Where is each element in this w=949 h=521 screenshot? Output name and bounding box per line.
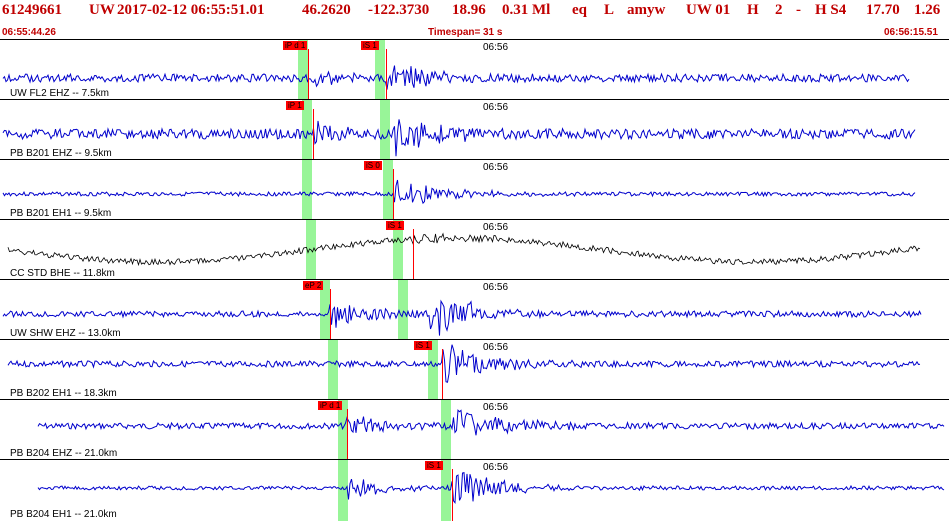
pick-flag-p[interactable]: iP 1: [286, 101, 304, 110]
waveform-panel-pb-b201-eh1[interactable]: iS 0 06:56 PB B201 EH1 -- 9.5km: [0, 159, 949, 220]
time-tick-label: 06:56: [483, 282, 509, 293]
time-tick-label: 06:56: [483, 402, 509, 413]
waveform-panel-pb-b201-ehz[interactable]: iP 1 06:56 PB B201 EHZ -- 9.5km: [0, 99, 949, 160]
seismogram-trace: [2, 299, 922, 336]
seismogram-trace: [7, 232, 921, 267]
event-value-1: 17.70: [866, 2, 900, 18]
waveform-panels: iP d 1 iS 1 06:56 UW FL2 EHZ -- 7.5km iP…: [0, 39, 949, 521]
station-label: PB B201 EHZ -- 9.5km: [10, 148, 112, 159]
station-label: UW FL2 EHZ -- 7.5km: [10, 88, 109, 99]
event-latitude: 46.2620: [302, 2, 351, 18]
s-window-band: [393, 220, 403, 280]
pick-marker-p[interactable]: [347, 409, 348, 460]
station-label: PB B204 EHZ -- 21.0km: [10, 448, 118, 459]
event-datetime: 2017-02-12 06:55:51.01: [117, 2, 265, 18]
event-id: 61249661: [2, 2, 62, 18]
waveform-panel-uw-fl2-ehz[interactable]: iP d 1 iS 1 06:56 UW FL2 EHZ -- 7.5km: [0, 39, 949, 100]
s-window-band: [375, 40, 385, 100]
s-window-band: [398, 280, 408, 340]
time-tick-label: 06:56: [483, 222, 509, 233]
timespan-value: 31 s: [483, 27, 503, 38]
seismogram-trace: [2, 65, 910, 90]
event-source: UW 01: [686, 2, 731, 18]
s-window-band: [383, 160, 393, 220]
pick-flag-s[interactable]: iS 1: [386, 221, 404, 230]
station-label: UW SHW EHZ -- 13.0km: [10, 328, 121, 339]
station-label: CC STD BHE -- 11.8km: [10, 268, 115, 279]
time-tick-label: 06:56: [483, 162, 509, 173]
pick-marker-s[interactable]: [442, 349, 443, 400]
time-tick-label: 06:56: [483, 342, 509, 353]
station-label: PB B201 EH1 -- 9.5km: [10, 208, 112, 219]
pick-flag-s[interactable]: iS 1: [414, 341, 432, 350]
seismogram-trace: [2, 179, 916, 205]
seismogram-trace: [2, 119, 916, 157]
event-dash: -: [796, 2, 801, 18]
waveform-panel-pb-b202-eh1[interactable]: iS 1 06:56 PB B202 EH1 -- 18.3km: [0, 339, 949, 400]
p-window-band: [338, 460, 348, 521]
start-time: 06:55:44.26: [2, 27, 56, 38]
pick-marker-s[interactable]: [386, 49, 387, 100]
event-type: eq: [572, 2, 587, 18]
event-header: 61249661 UW 2017-02-12 06:55:51.01 46.26…: [0, 0, 949, 26]
seismogram-trace: [37, 471, 945, 505]
time-range-bar: 06:55:44.26 Timespan= 31 s 06:56:15.51: [0, 27, 949, 39]
event-network: UW: [89, 2, 115, 18]
time-tick-label: 06:56: [483, 462, 509, 473]
pick-marker-s[interactable]: [452, 469, 453, 521]
waveform-panel-uw-shw-ehz[interactable]: eP 2 06:56 UW SHW EHZ -- 13.0km: [0, 279, 949, 340]
pick-marker-p[interactable]: [313, 109, 314, 160]
event-author: amyw: [627, 2, 666, 18]
pick-flag-s[interactable]: iS 1: [361, 41, 379, 50]
waveform-panel-pb-b204-eh1[interactable]: iS 1 06:56 PB B204 EH1 -- 21.0km: [0, 459, 949, 521]
p-window-band: [338, 400, 348, 460]
event-quality: H: [747, 2, 759, 18]
station-label: PB B202 EH1 -- 18.3km: [10, 388, 117, 399]
event-gtype: L: [604, 2, 615, 18]
p-window-band: [298, 40, 308, 100]
s-window-band: [380, 100, 390, 160]
event-quality-s: H S4: [815, 2, 847, 18]
seismogram-trace: [7, 344, 921, 383]
station-label: PB B204 EH1 -- 21.0km: [10, 509, 117, 520]
pick-marker-s[interactable]: [413, 229, 414, 280]
pick-marker-p[interactable]: [308, 49, 309, 100]
pick-flag-s[interactable]: iS 0: [364, 161, 382, 170]
pick-flag-p[interactable]: iP d 1: [283, 41, 308, 50]
timespan-label: Timespan=: [428, 27, 481, 38]
pick-flag-p[interactable]: eP 2: [303, 281, 324, 290]
pick-flag-p[interactable]: iP d 1: [318, 401, 343, 410]
pick-flag-s[interactable]: iS 1: [425, 461, 443, 470]
event-longitude: -122.3730: [368, 2, 430, 18]
end-time: 06:56:15.51: [884, 27, 938, 38]
p-window-band: [302, 160, 312, 220]
time-tick-label: 06:56: [483, 102, 509, 113]
time-tick-label: 06:56: [483, 42, 509, 53]
seismogram-trace: [37, 409, 945, 436]
event-depth: 18.96: [452, 2, 486, 18]
p-window-band: [320, 280, 330, 340]
pick-marker-p[interactable]: [330, 289, 331, 340]
event-magnitude: 0.31 Ml: [502, 2, 551, 18]
s-window-band: [428, 340, 438, 400]
pick-marker-s[interactable]: [393, 169, 394, 220]
s-window-band: [441, 460, 451, 521]
event-count: 2: [775, 2, 783, 18]
p-window-band: [328, 340, 338, 400]
event-value-2: 1.26: [914, 2, 941, 18]
waveform-panel-cc-std-bhe[interactable]: iS 1 06:56 CC STD BHE -- 11.8km: [0, 219, 949, 280]
p-window-band: [302, 100, 312, 160]
waveform-panel-pb-b204-ehz[interactable]: iP d 1 06:56 PB B204 EHZ -- 21.0km: [0, 399, 949, 460]
